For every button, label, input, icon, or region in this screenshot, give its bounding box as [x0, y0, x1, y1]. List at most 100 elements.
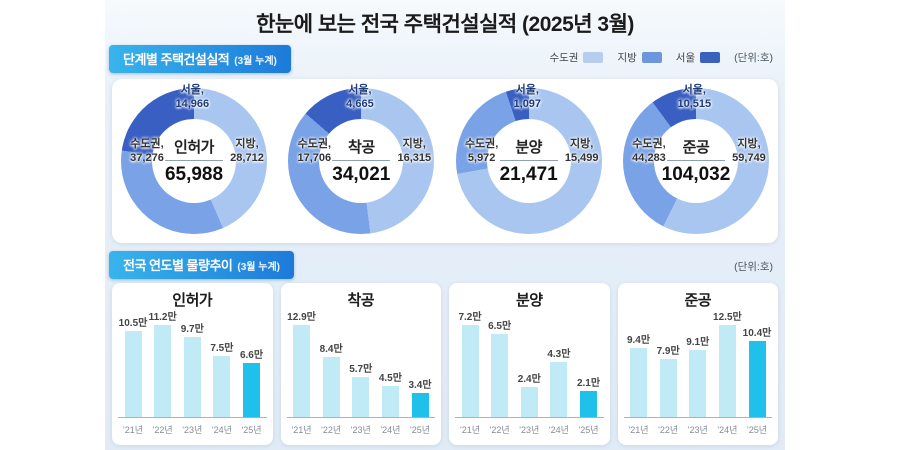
section1-badge-label: 단계별 주택건설실적 [123, 52, 230, 67]
bar-value-label: 11.2만 [148, 312, 177, 323]
bar [243, 363, 260, 418]
section2-badge: 전국 연도별 물량추이 (3월 누계) [109, 251, 294, 279]
jibang-label-value: 15,499 [564, 152, 599, 165]
jibang-label-name: 지방, [235, 138, 259, 150]
bar [491, 334, 509, 418]
donut-title: 분양 [515, 139, 542, 156]
sudogwon-label: 수도권, 5,972 [451, 137, 513, 166]
seoul-label: 서울, 10,515 [677, 83, 711, 112]
donut-title: 준공 [682, 139, 710, 156]
bar-value-label: 8.4만 [319, 344, 343, 355]
year-label: '23년 [182, 425, 203, 435]
bar-value-label: 3.4만 [408, 380, 432, 391]
seoul-label-value: 4,665 [346, 98, 374, 111]
bar [293, 325, 310, 418]
donut-ring: 착공 34,021 [288, 88, 435, 234]
bar [689, 350, 707, 418]
donut-center: 준공 104,032 [653, 119, 738, 203]
donut-panel: 인허가 65,988 서울, 14,966 수도권, 37,276 지방, 28… [112, 79, 778, 243]
bars-area: 10.5만 11.2만 9.7만 7.5만 6.6만 [119, 311, 265, 418]
year-label: '23년 [350, 425, 371, 435]
bar-value-label: 7.5만 [210, 343, 234, 354]
year-label: '24년 [717, 425, 738, 435]
year-label: '22년 [152, 425, 173, 435]
seoul-label-value: 10,515 [677, 98, 712, 111]
legend-item-sudogwon: 수도권 [549, 50, 604, 65]
barchart-permits: 인허가 10.5만 11.2만 9.7만 7.5만 6.6만 '21년 '22년 '23년 '… [112, 283, 273, 445]
bar-column: 7.5만 [209, 339, 235, 418]
divider [165, 160, 223, 161]
sudogwon-label: 수도권, 44,283 [618, 137, 680, 166]
year-label: '21년 [291, 425, 312, 435]
bar [213, 356, 231, 418]
seoul-label-name: 서울, [348, 84, 372, 96]
year-label: '21년 [459, 425, 480, 435]
donut-sales: 분양 21,471 서울, 1,097 수도권, 5,972 지방, 15,49… [449, 79, 609, 243]
legend-item-jibang: 지방 [617, 50, 662, 65]
seoul-label-name: 서울, [180, 84, 204, 96]
sudogwon-label-value: 17,706 [297, 152, 332, 165]
bar-value-label: 6.6만 [239, 350, 264, 361]
bar-value-label: 12.5만 [713, 312, 742, 323]
bar-value-label: 12.9만 [287, 312, 316, 323]
jibang-label-name: 지방, [737, 138, 761, 150]
sudogwon-label: 수도권, 17,706 [283, 137, 345, 166]
donut-starts: 착공 34,021 서울, 4,665 수도권, 17,706 지방, 16,3… [281, 79, 441, 243]
unit-label: (단위:호) [734, 52, 773, 64]
year-label: '24년 [211, 425, 232, 435]
year-label: '25년 [409, 425, 430, 435]
sudogwon-label-name: 수도권, [464, 138, 499, 150]
bar [411, 393, 429, 418]
bar [183, 337, 201, 418]
jibang-label: 지방, 15,499 [551, 137, 613, 166]
bar-value-label: 9.4만 [626, 335, 651, 346]
bar-value-label: 2.1만 [576, 378, 601, 389]
sudogwon-label-value: 44,283 [632, 152, 666, 165]
bar-column: 4.3만 [546, 345, 572, 418]
divider [332, 160, 391, 161]
jibang-label-value: 28,712 [230, 152, 264, 165]
bar-column: 7.9만 [655, 342, 681, 418]
donut-total: 104,032 [661, 164, 731, 185]
x-axis-line [455, 417, 604, 418]
bar [580, 391, 597, 418]
bar [748, 341, 766, 418]
bar-column: 8.4만 [318, 340, 344, 418]
bar-column: 7.2만 [457, 308, 483, 418]
bar-column: 6.5만 [487, 317, 513, 418]
barchart-sales: 분양 7.2만 6.5만 2.4만 4.3만 2.1만 '21년 '22년 '23년 '24년… [449, 283, 610, 445]
legend-label: 수도권 [549, 52, 579, 64]
donut-total: 65,988 [164, 164, 224, 185]
donut-title: 인허가 [174, 139, 214, 156]
year-label: '21년 [122, 425, 143, 435]
x-axis-labels: '21년 '22년 '23년 '24년 '25년 [120, 423, 265, 436]
seoul-label-name: 서울, [682, 84, 706, 96]
sudogwon-label: 수도권, 37,276 [116, 137, 178, 166]
bar-value-label: 9.1만 [686, 337, 710, 348]
x-axis-labels: '21년 '22년 '23년 '24년 '25년 [457, 423, 602, 436]
bar-value-label: 10.4만 [742, 328, 772, 339]
year-label: '25년 [746, 425, 767, 435]
legend-label: 지방 [617, 52, 637, 64]
bar [520, 387, 538, 418]
jibang-label: 지방, 59,749 [718, 137, 780, 166]
seoul-label-value: 1,097 [513, 98, 542, 111]
bar-column: 9.1만 [685, 333, 711, 418]
bar [659, 359, 677, 418]
donut-center: 인허가 65,988 [152, 119, 236, 203]
bar-value-label: 4.5만 [378, 373, 402, 384]
donut-title: 착공 [348, 139, 375, 156]
section1-badge-sub: (3월 누계) [234, 56, 277, 67]
bar-value-label: 2.4만 [517, 374, 541, 385]
barchart-completions: 준공 9.4만 7.9만 9.1만 12.5만 10.4만 '21년 '22년 '23년 '2… [617, 283, 778, 445]
bars-area: 7.2만 6.5만 2.4만 4.3만 2.1만 [457, 311, 602, 418]
jibang-label-value: 59,749 [732, 152, 766, 165]
donut-total: 34,021 [332, 164, 391, 185]
unit-label: (단위:호) [734, 261, 773, 273]
bar [718, 325, 736, 418]
barchart-title: 준공 [684, 292, 712, 309]
bar-value-label: 9.7만 [180, 324, 204, 335]
jibang-label-name: 지방, [402, 138, 426, 150]
year-label: '24년 [548, 425, 569, 435]
legend-swatch-sudogwon [583, 52, 604, 63]
